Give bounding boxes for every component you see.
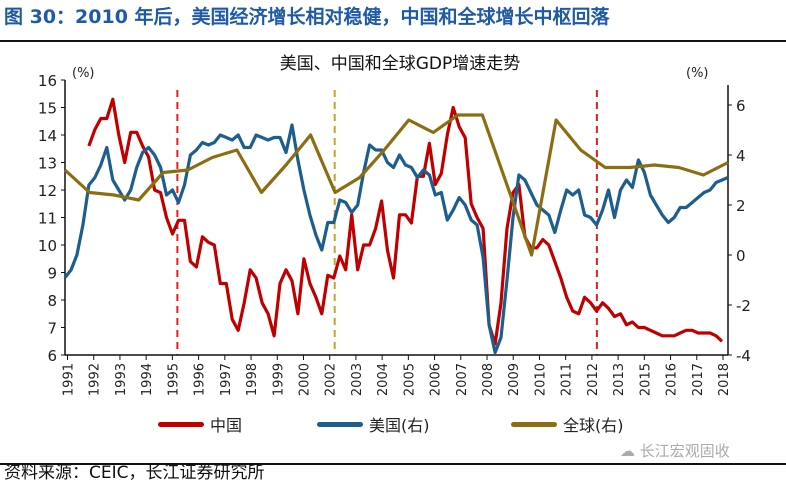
x-tick-label: 2015 — [638, 363, 653, 396]
x-tick-label: 2002 — [324, 363, 339, 396]
x-tick-label: 1996 — [193, 363, 208, 396]
x-tick-label: 1994 — [140, 363, 155, 396]
x-tick-label: 1997 — [219, 363, 234, 396]
x-tick-label: 2011 — [560, 363, 575, 396]
left-tick-label: 9 — [47, 265, 57, 283]
x-tick-label: 1998 — [245, 363, 260, 396]
x-tick-label: 2016 — [665, 363, 680, 396]
legend-label-us: 美国(右) — [369, 416, 430, 435]
x-tick-label: 2010 — [533, 363, 548, 396]
x-tick-label: 2005 — [402, 363, 417, 396]
legend-swatch-world — [511, 421, 557, 427]
left-tick-label: 14 — [38, 127, 57, 145]
x-tick-label: 2000 — [297, 363, 312, 396]
right-tick-label: -4 — [736, 347, 751, 365]
right-tick-label: 4 — [736, 147, 746, 165]
right-tick-label: 6 — [736, 97, 746, 115]
chart-title: 美国、中国和全球GDP增速走势 — [280, 54, 521, 74]
right-tick-label: 0 — [736, 247, 746, 265]
x-tick-label: 2018 — [717, 363, 732, 396]
x-tick-label: 2004 — [376, 363, 391, 396]
series-line-us — [63, 123, 729, 355]
x-tick-label: 2012 — [586, 363, 601, 396]
left-tick-label: 6 — [47, 347, 57, 365]
x-tick-label: 1993 — [114, 363, 129, 396]
series-line-world — [63, 113, 729, 257]
right-tick-label: -2 — [736, 297, 751, 315]
gdp-growth-chart: 美国、中国和全球GDP增速走势 (%) (%) 6 7 8 9 10 11 12 13 14 15… — [38, 54, 751, 396]
legend-swatch-us — [317, 421, 363, 427]
x-tick-label: 1991 — [62, 363, 77, 396]
x-tick-label: 1992 — [88, 363, 103, 396]
left-tick-label: 16 — [38, 72, 57, 90]
left-tick-label: 12 — [38, 182, 57, 200]
watermark-text: 长江宏观固收 — [639, 442, 730, 460]
left-tick-label: 8 — [47, 292, 57, 310]
left-tick-label: 13 — [38, 155, 57, 173]
source-note: 资料来源：CEIC，长江证券研究所 — [4, 463, 265, 483]
figure-title: 图 30：2010 年后，美国经济增长相对稳健，中国和全球增长中枢回落 — [4, 6, 610, 28]
series-line-china — [87, 97, 724, 346]
x-tick-label: 1999 — [271, 363, 286, 396]
watermark: ☁ 长江宏观固收 — [620, 440, 730, 461]
right-tick-label: 2 — [736, 197, 746, 215]
left-tick-label: 7 — [47, 320, 57, 338]
left-tick-label: 11 — [38, 210, 57, 228]
wechat-icon: ☁ — [620, 442, 640, 460]
x-tick-label: 2009 — [507, 363, 522, 396]
legend: 中国 美国(右) 全球(右) — [0, 412, 786, 436]
right-axis-unit: (%) — [686, 66, 709, 81]
title-rule — [0, 40, 786, 42]
legend-label-china: 中国 — [210, 416, 243, 435]
x-tick-label: 2008 — [481, 363, 496, 396]
legend-swatch-china — [158, 421, 204, 427]
x-tick-label: 2007 — [455, 363, 470, 396]
legend-label-world: 全球(右) — [563, 416, 624, 435]
left-tick-label: 15 — [38, 100, 57, 118]
legend-item-us: 美国(右) — [317, 412, 430, 436]
x-tick-label: 2017 — [691, 363, 706, 396]
legend-item-china: 中国 — [158, 412, 242, 436]
left-tick-label: 10 — [38, 237, 57, 255]
x-tick-label: 1995 — [166, 363, 181, 396]
left-axis-unit: (%) — [72, 66, 95, 81]
x-tick-label: 2003 — [350, 363, 365, 396]
legend-item-world: 全球(右) — [511, 412, 624, 436]
footer-rule — [0, 463, 786, 465]
x-tick-label: 2006 — [429, 363, 444, 396]
x-tick-label: 2013 — [612, 363, 627, 396]
